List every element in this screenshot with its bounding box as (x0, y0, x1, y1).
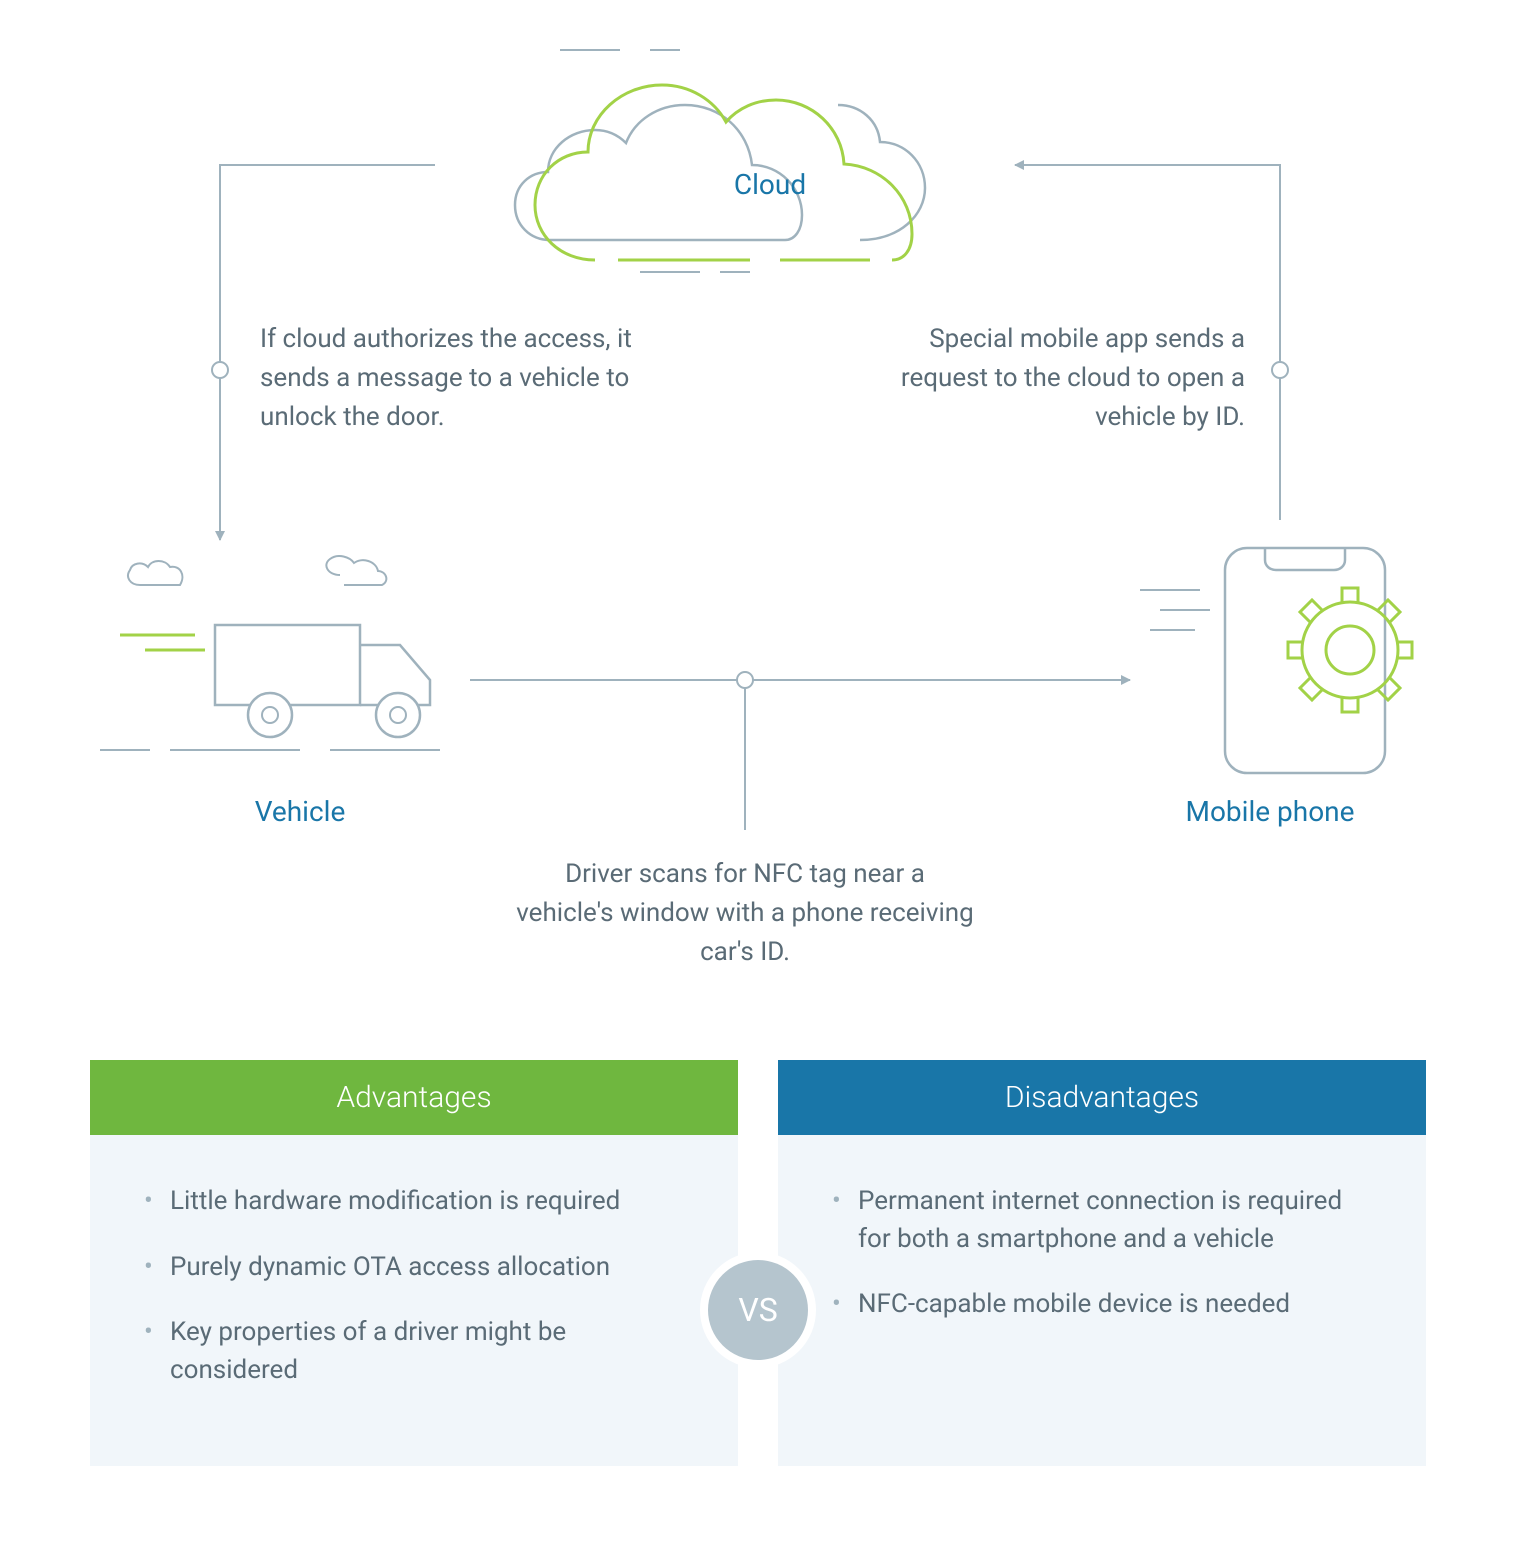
vehicle-icon (100, 555, 460, 775)
disadvantages-list: Permanent internet connection is require… (832, 1183, 1372, 1324)
edge-phone-cloud-text: Special mobile app sends a request to th… (845, 320, 1245, 437)
disadvantages-column: Disadvantages Permanent internet connect… (778, 1060, 1426, 1466)
vs-badge: VS (708, 1260, 808, 1360)
phone-label: Mobile phone (1160, 795, 1380, 828)
advantages-column: Advantages Little hardware modification … (90, 1060, 738, 1466)
disadvantages-header: Disadvantages (778, 1060, 1426, 1135)
vehicle-label: Vehicle (200, 795, 400, 828)
list-item: NFC-capable mobile device is needed (832, 1286, 1372, 1324)
disadvantages-body: Permanent internet connection is require… (778, 1135, 1426, 1466)
advantages-header: Advantages (90, 1060, 738, 1135)
list-item: Purely dynamic OTA access allocation (144, 1249, 684, 1287)
list-item: Little hardware modification is required (144, 1183, 684, 1221)
edge-vehicle-phone-text: Driver scans for NFC tag near a vehicle'… (515, 855, 975, 972)
cloud-label: Cloud (680, 168, 860, 201)
list-item: Key properties of a driver might be cons… (144, 1314, 684, 1389)
phone-icon (1140, 530, 1440, 790)
list-item: Permanent internet connection is require… (832, 1183, 1372, 1258)
advantages-list: Little hardware modification is required… (144, 1183, 684, 1390)
flow-diagram: Cloud If cloud authorizes the access, it… (0, 0, 1516, 1000)
advantages-body: Little hardware modification is required… (90, 1135, 738, 1466)
edge-cloud-vehicle-text: If cloud authorizes the access, it sends… (260, 320, 680, 437)
